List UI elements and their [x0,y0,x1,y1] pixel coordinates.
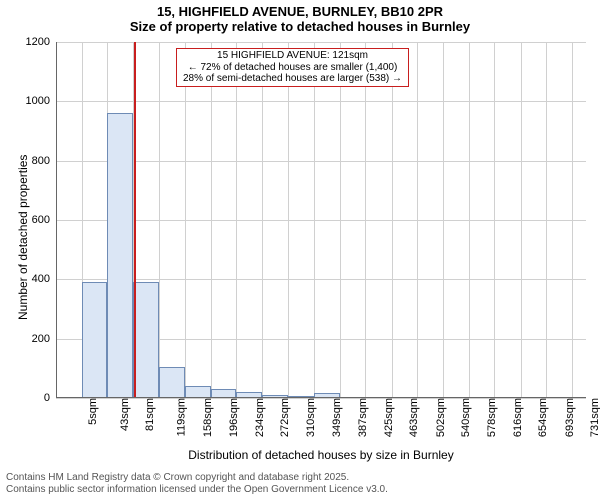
x-tick-label: 272sqm [275,398,291,437]
x-tick-label: 234sqm [250,398,266,437]
x-tick-label: 158sqm [198,398,214,437]
x-tick-label: 349sqm [327,398,343,437]
x-axis-label: Distribution of detached houses by size … [56,448,586,462]
y-tick-label: 0 [44,392,56,404]
gridline-v [211,42,212,398]
gridline-v [365,42,366,398]
x-tick-label: 693sqm [560,398,576,437]
gridline-v [236,42,237,398]
histogram-bar [82,282,108,398]
x-tick-label: 578sqm [482,398,498,437]
y-tick-label: 400 [32,273,56,285]
x-tick-label: 387sqm [353,398,369,437]
plot-area: 0200400600800100012005sqm43sqm81sqm119sq… [56,42,586,398]
gridline-v [469,42,470,398]
histogram-bar [159,367,185,398]
x-tick-label: 502sqm [431,398,447,437]
chart-subtitle: Size of property relative to detached ho… [0,19,600,34]
y-tick-label: 1200 [26,36,56,48]
gridline-v [417,42,418,398]
licence-line-1: Contains HM Land Registry data © Crown c… [6,472,388,484]
x-axis-line [56,397,586,398]
x-tick-label: 425sqm [379,398,395,437]
histogram-bar [133,282,159,398]
y-tick-label: 1000 [26,95,56,107]
x-tick-label: 616sqm [508,398,524,437]
gridline-v [443,42,444,398]
x-tick-label: 43sqm [115,398,131,431]
x-tick-label: 731sqm [585,398,600,437]
gridline-v [159,42,160,398]
x-tick-label: 310sqm [301,398,317,437]
licence-line-2: Contains public sector information licen… [6,484,388,496]
x-tick-label: 5sqm [83,398,99,425]
licence-text: Contains HM Land Registry data © Crown c… [6,472,388,495]
gridline-v [288,42,289,398]
gridline-v [546,42,547,398]
y-axis-line [56,42,57,398]
y-tick-label: 600 [32,214,56,226]
y-tick-label: 200 [32,333,56,345]
gridline-v [340,42,341,398]
x-tick-label: 119sqm [171,398,187,436]
histogram-bar [107,113,133,398]
chart-title: 15, HIGHFIELD AVENUE, BURNLEY, BB10 2PR [0,4,600,19]
annotation-line: ← 72% of detached houses are smaller (1,… [183,62,402,74]
annotation-line: 28% of semi-detached houses are larger (… [183,73,402,85]
gridline-v [572,42,573,398]
x-tick-label: 81sqm [140,398,156,431]
property-marker-line [134,42,136,398]
gridline-v [262,42,263,398]
x-tick-label: 196sqm [224,398,240,437]
annotation-line: 15 HIGHFIELD AVENUE: 121sqm [183,50,402,62]
gridline-h [56,398,586,399]
x-tick-label: 540sqm [456,398,472,437]
title-block: 15, HIGHFIELD AVENUE, BURNLEY, BB10 2PR … [0,0,600,34]
y-tick-label: 800 [32,155,56,167]
y-axis-label: Number of detached properties [16,155,30,320]
gridline-v [392,42,393,398]
property-size-chart: 15, HIGHFIELD AVENUE, BURNLEY, BB10 2PR … [0,0,600,500]
gridline-v [521,42,522,398]
gridline-v [314,42,315,398]
gridline-v [494,42,495,398]
gridline-v [185,42,186,398]
x-tick-label: 654sqm [533,398,549,437]
x-tick-label: 463sqm [404,398,420,437]
annotation-box: 15 HIGHFIELD AVENUE: 121sqm← 72% of deta… [176,48,409,87]
